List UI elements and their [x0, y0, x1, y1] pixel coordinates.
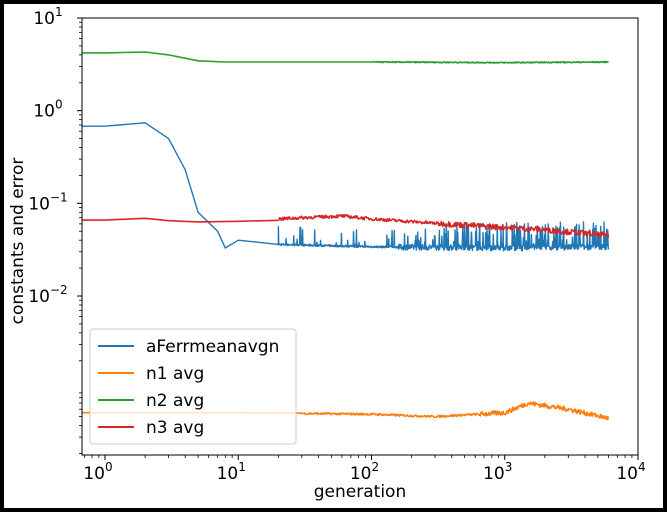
x-axis: 100 101 102 103 104	[83, 455, 646, 484]
series-line	[82, 51, 609, 64]
series-n3-avg	[82, 214, 610, 239]
series-n1-avg	[82, 401, 610, 421]
legend-box	[89, 328, 297, 445]
log-log-line-chart: 100 101 102 103 104 101 100 10−1 10−2 generatio…	[8, 5, 646, 502]
x-tick-label: 101	[217, 460, 246, 484]
series-n2-avg	[82, 51, 609, 64]
y-tick-label: 10−1	[28, 190, 67, 214]
x-axis-title: generation	[314, 482, 406, 502]
series-line	[82, 401, 610, 421]
legend-label: n3 avg	[146, 418, 204, 438]
legend: aFerrmeanavgn n1 avg n2 avg n3 avg	[89, 328, 297, 445]
x-tick-label: 100	[83, 460, 112, 484]
x-tick-label: 102	[350, 460, 379, 484]
chart-frame: 100 101 102 103 104 101 100 10−1 10−2 generatio…	[4, 4, 663, 508]
series-line	[82, 214, 610, 239]
x-tick-label: 103	[483, 460, 512, 484]
plot-area-border	[81, 17, 639, 456]
legend-label: aFerrmeanavgn	[146, 337, 279, 357]
series-aFerrmeanavgn	[82, 122, 610, 252]
y-tick-label: 10−2	[28, 283, 67, 307]
y-axis-title: constants and error	[8, 158, 28, 325]
x-tick-label: 104	[616, 460, 645, 484]
y-tick-label: 101	[33, 5, 62, 29]
series-layer	[82, 51, 610, 421]
series-line	[82, 122, 610, 252]
y-tick-label: 100	[33, 98, 62, 122]
legend-label: n1 avg	[146, 364, 204, 384]
y-axis: 101 100 10−1 10−2	[28, 5, 82, 454]
legend-label: n2 avg	[146, 391, 204, 411]
